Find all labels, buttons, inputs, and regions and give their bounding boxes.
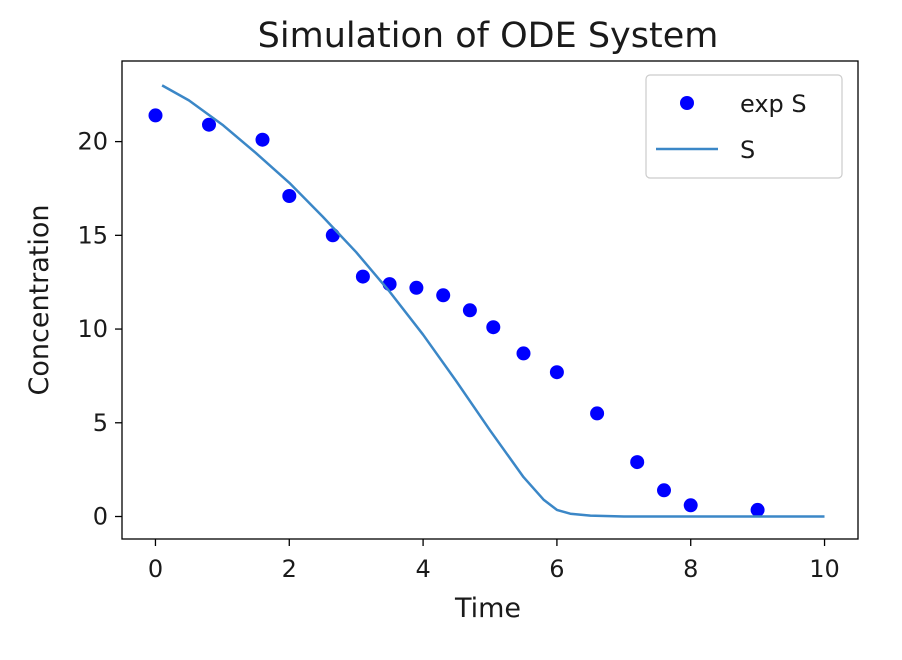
x-tick-label: 6 — [549, 555, 564, 583]
data-point-exp-s — [148, 108, 163, 123]
data-point-exp-s — [255, 132, 270, 147]
x-tick-label: 0 — [148, 555, 163, 583]
y-tick-label: 10 — [77, 315, 108, 343]
data-point-exp-s — [282, 189, 297, 203]
data-point-exp-s — [486, 320, 501, 335]
data-point-exp-s — [549, 365, 564, 380]
data-point-exp-s — [462, 303, 477, 318]
y-tick-label: 20 — [77, 128, 108, 156]
data-point-exp-s — [355, 269, 370, 284]
legend: exp S S — [645, 74, 843, 179]
data-point-exp-s — [325, 228, 340, 243]
legend-label-exp-s: exp S — [740, 90, 807, 118]
legend-marker-exp-s — [680, 96, 694, 110]
y-tick-label: 5 — [93, 409, 108, 437]
data-point-exp-s — [409, 280, 424, 295]
y-axis-label: Concentration — [24, 204, 55, 395]
y-tick-label: 0 — [93, 503, 108, 531]
legend-box — [645, 74, 843, 179]
plot-area — [148, 84, 825, 518]
x-tick-label: 8 — [683, 555, 698, 583]
chart-title: Simulation of ODE System — [258, 16, 719, 56]
axis-ticks: 0 2 4 6 8 10 0 5 10 15 20 — [77, 128, 839, 583]
data-point-exp-s — [436, 288, 451, 303]
data-point-exp-s — [750, 502, 765, 517]
legend-label-s: S — [740, 136, 755, 164]
x-axis-label: Time — [454, 593, 521, 624]
series-line-s — [161, 84, 825, 518]
data-point-exp-s — [630, 455, 645, 470]
plot-frame — [121, 60, 859, 540]
data-point-exp-s — [657, 483, 671, 498]
data-point-exp-s — [516, 346, 531, 361]
x-tick-label: 2 — [282, 555, 297, 583]
data-point-exp-s — [202, 117, 216, 132]
x-tick-label: 10 — [809, 555, 840, 583]
y-tick-label: 15 — [77, 221, 108, 249]
x-tick-label: 4 — [415, 555, 430, 583]
data-point-exp-s — [683, 498, 698, 513]
data-point-exp-s — [590, 406, 605, 421]
